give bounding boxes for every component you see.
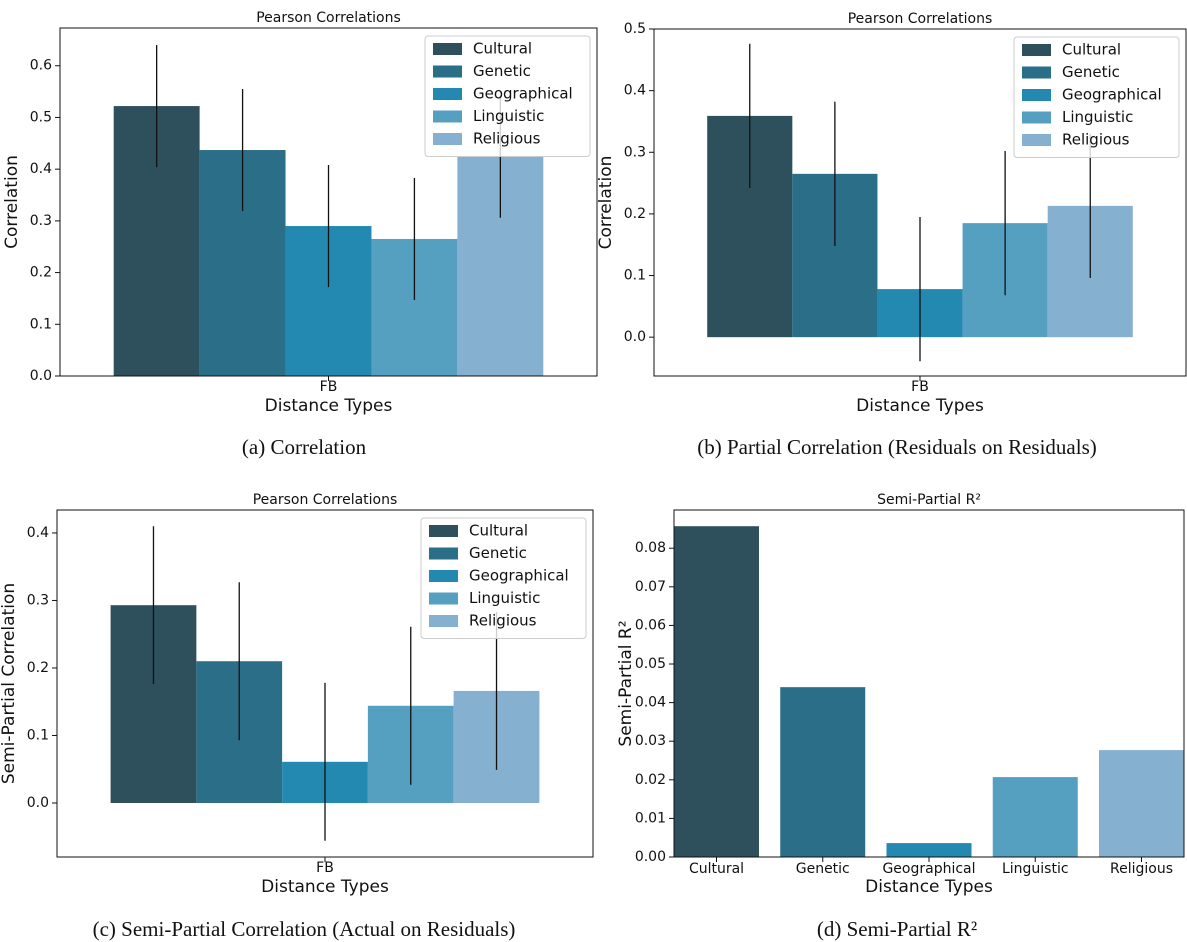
legend-label: Religious [469,612,537,630]
axes-frame [653,28,1187,377]
x-tick-label: FB [320,379,338,395]
legend-label: Linguistic [1062,108,1133,126]
legend-swatch [1022,89,1051,101]
x-axis-label: Distance Types [261,877,389,897]
legend-box [424,35,591,157]
legend-label: Religious [1062,131,1130,149]
y-tick-label: 0.6 [30,58,52,74]
legend-swatch [1022,134,1051,146]
y-tick-label: 0.2 [624,206,646,222]
x-tick-label: FB [316,860,334,876]
x-tick-label: Cultural [689,861,744,877]
caption: (b) Partial Correlation (Residuals on Re… [697,435,1097,459]
legend-box [1013,36,1180,158]
legend-label: Linguistic [473,107,544,125]
subplot: Semi-Partial R² (d) Semi-Partial R² Distan… [616,492,1185,941]
legend-swatch [429,525,458,537]
chart-title: Pearson Correlations [848,11,993,27]
y-tick-label: 0.08 [635,540,666,556]
y-tick-label: 0.1 [27,727,49,743]
subplot: Pearson Correlations (a) Correlation Dista… [2,10,598,459]
y-tick-label: 0.3 [27,592,49,608]
bar [780,687,866,857]
x-tick-label: Religious [1110,861,1173,877]
y-tick-label: 0.4 [30,161,52,177]
legend-label: Genetic [1062,63,1120,81]
y-tick-label: 0.02 [635,772,666,788]
y-tick-label: 0.0 [30,368,52,384]
y-tick-label: 0.3 [624,144,646,160]
chart-title: Semi-Partial R² [877,492,981,508]
chart-title: Pearson Correlations [256,10,401,26]
legend-swatch [433,88,462,100]
axes-frame [59,27,598,377]
y-tick-label: 0.00 [635,849,666,865]
y-tick-label: 0.06 [635,617,666,633]
caption: (c) Semi-Partial Correlation (Actual on … [93,917,516,941]
legend-label: Geographical [469,567,569,585]
y-tick-label: 0.4 [27,525,49,541]
y-tick-label: 0.03 [635,733,666,749]
x-axis-label: Distance Types [865,877,993,897]
legend-label: Geographical [473,85,573,103]
x-tick-label: Linguistic [1002,861,1069,877]
y-axis-label: Correlation [2,155,22,249]
legend-swatch [429,570,458,582]
y-tick-label: 0.05 [635,656,666,672]
legend-swatch [433,133,462,145]
x-axis-label: Distance Types [856,396,984,416]
legend-label: Cultural [473,40,532,58]
y-tick-label: 0.1 [30,316,52,332]
x-tick-label: Geographical [882,861,975,877]
y-tick-label: 0.1 [624,268,646,284]
y-tick-label: 0.2 [30,265,52,281]
y-tick-label: 0.0 [27,795,49,811]
y-tick-label: 0.5 [624,21,646,37]
y-tick-label: 0.4 [624,83,646,99]
legend-label: Geographical [1062,86,1162,104]
subplot: Pearson Correlations (b) Partial Correlat… [596,11,1187,459]
subplot: Pearson Correlations (c) Semi-Partial Cor… [0,492,594,941]
x-axis-label: Distance Types [265,396,393,416]
axes-frame [673,509,1185,858]
y-axis-label: Semi-Partial R² [616,620,636,746]
y-tick-label: 0.2 [27,660,49,676]
y-tick-label: 0.01 [635,810,666,826]
legend-swatch [429,592,458,605]
legend-label: Religious [473,130,541,148]
y-axis-label: Semi-Partial Correlation [0,583,19,784]
legend-label: Cultural [1062,41,1121,59]
bar [992,777,1078,857]
y-tick-label: 0.5 [30,109,52,125]
legend-swatch [429,615,458,627]
caption: (d) Semi-Partial R² [817,917,977,941]
y-tick-label: 0.3 [30,213,52,229]
legend-swatch [433,65,462,78]
legend-swatch [1022,44,1051,56]
legend-swatch [429,547,458,560]
bar [674,526,759,857]
x-tick-label: FB [911,379,929,395]
legend-swatch [433,43,462,55]
legend-swatch [1022,66,1051,79]
y-axis-label: Correlation [596,156,616,250]
axes-frame [56,509,594,858]
bar [886,843,972,857]
legend-label: Genetic [469,544,527,562]
x-tick-label: Genetic [796,861,850,877]
caption: (a) Correlation [242,435,367,459]
bar [1099,750,1184,857]
legend-label: Linguistic [469,589,540,607]
legend-label: Cultural [469,522,528,540]
legend-box [420,517,587,639]
legend-swatch [1022,111,1051,124]
chart-title: Pearson Correlations [253,492,398,508]
y-tick-label: 0.04 [635,695,666,711]
legend-swatch [433,110,462,123]
y-tick-label: 0.07 [635,579,666,595]
y-tick-label: 0.0 [624,329,646,345]
legend-label: Genetic [473,62,531,80]
